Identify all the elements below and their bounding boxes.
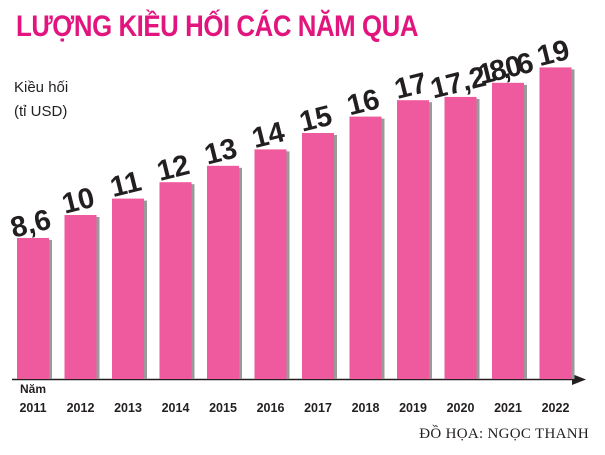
- x-tick-2013: 2013: [114, 401, 142, 415]
- x-tick-2022: 2022: [542, 401, 570, 415]
- x-tick-2017: 2017: [304, 401, 332, 415]
- value-label-2018: 16: [344, 83, 383, 122]
- bar-2013: [112, 198, 144, 379]
- bar-2016: [254, 149, 287, 379]
- value-label-2022: 19: [534, 34, 573, 73]
- value-label-2012: 10: [59, 182, 98, 221]
- bar-2018: [349, 116, 382, 379]
- y-axis-label-line2: (tỉ USD): [14, 103, 68, 120]
- credit-text: ĐỒ HỌA: NGỌC THANH: [419, 426, 589, 442]
- x-tick-2015: 2015: [209, 401, 237, 415]
- x-tick-2019: 2019: [399, 401, 427, 415]
- bar-2012: [64, 215, 97, 379]
- bar-2015: [207, 165, 239, 379]
- x-tick-2011: 2011: [19, 401, 46, 415]
- x-tick-2016: 2016: [257, 401, 285, 415]
- bar-2017: [302, 133, 334, 379]
- bar-2011: [17, 237, 49, 379]
- x-axis-label: Năm: [20, 382, 46, 396]
- bar-2021: [492, 82, 524, 379]
- value-label-2013: 11: [107, 166, 145, 204]
- x-tick-2018: 2018: [352, 401, 380, 415]
- value-label-2015: 13: [201, 133, 240, 172]
- x-tick-2021: 2021: [494, 401, 522, 415]
- x-tick-2012: 2012: [67, 401, 95, 415]
- y-axis-label-line1: Kiều hối: [14, 79, 69, 96]
- value-label-2016: 14: [249, 116, 288, 155]
- bar-2022: [539, 67, 572, 380]
- bar-2014: [159, 182, 192, 379]
- x-axis-arrow-icon: [572, 374, 586, 385]
- bar-2019: [397, 100, 429, 379]
- value-label-2019: 17: [391, 67, 430, 106]
- value-label-2017: 15: [296, 100, 335, 139]
- y-axis-label: Kiều hối (tỉ USD): [14, 76, 68, 124]
- x-tick-2014: 2014: [162, 401, 190, 415]
- value-label-2021: 18,06: [475, 47, 537, 92]
- value-label-2014: 12: [154, 149, 193, 188]
- bar-2020: [444, 96, 477, 380]
- x-tick-2020: 2020: [447, 401, 475, 415]
- chart-title: LƯỢNG KIỀU HỐI CÁC NĂM QUA: [16, 10, 419, 43]
